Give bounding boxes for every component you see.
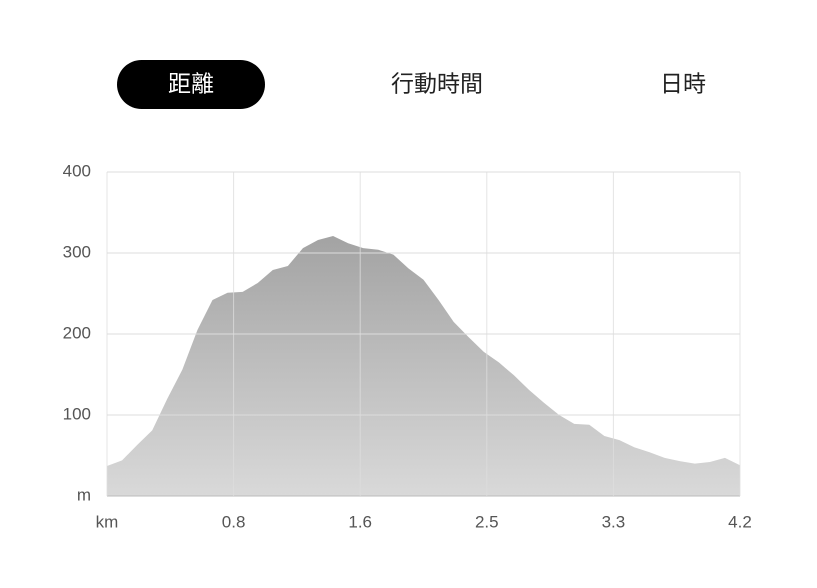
x-tick-label: 2.5 — [475, 512, 499, 531]
y-tick-label: 400 — [63, 161, 91, 180]
y-tick-label: 200 — [63, 323, 91, 342]
x-tick-label: 1.6 — [348, 512, 372, 531]
tab[interactable]: 距離 — [168, 72, 214, 98]
tab[interactable]: 行動時間 — [391, 72, 483, 98]
y-tick-label: 300 — [63, 242, 91, 261]
x-tick-label: 3.3 — [602, 512, 626, 531]
tab[interactable]: 日時 — [660, 72, 706, 98]
elevation-area — [107, 235, 740, 497]
x-tick-label: 0.8 — [222, 512, 246, 531]
x-tick-label: km — [96, 512, 119, 531]
tab-selected-bg — [117, 60, 265, 109]
y-tick-label: m — [77, 485, 91, 504]
x-tick-label: 4.2 — [728, 512, 752, 531]
y-tick-label: 100 — [63, 404, 91, 423]
